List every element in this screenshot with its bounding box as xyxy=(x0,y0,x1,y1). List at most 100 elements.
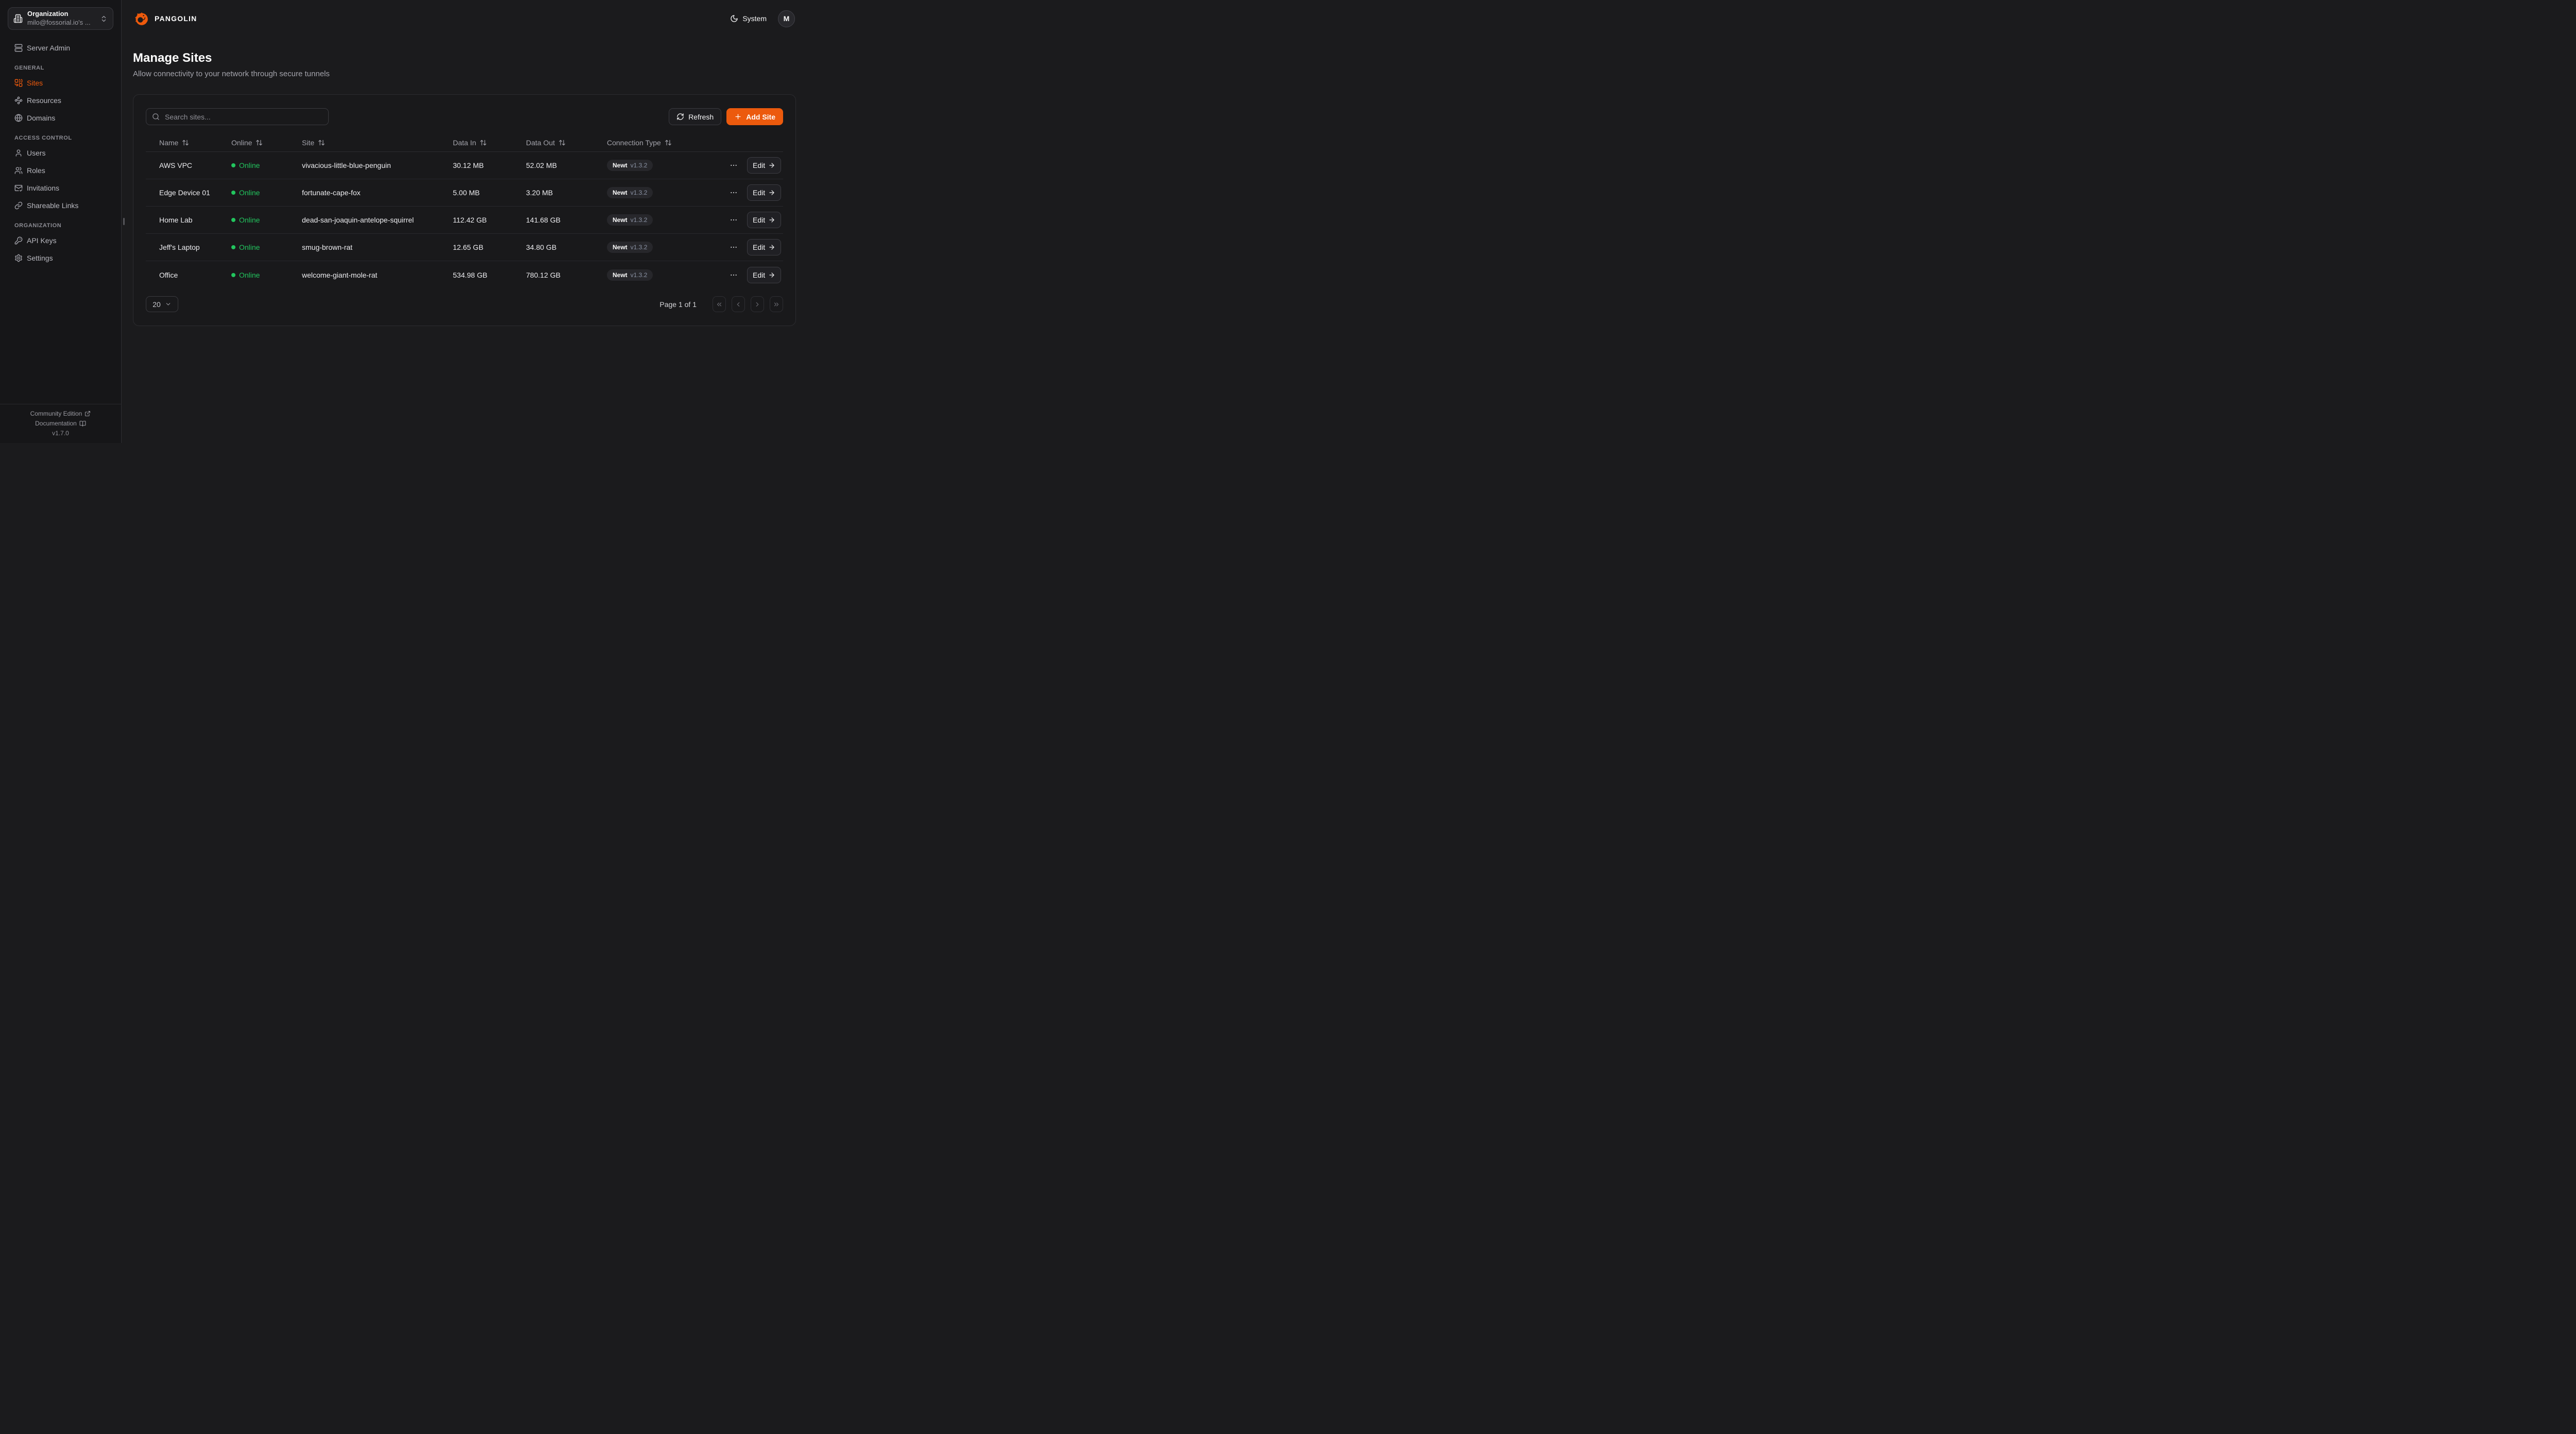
sidebar-item-label: Shareable Links xyxy=(27,201,79,210)
add-site-button[interactable]: Add Site xyxy=(726,108,783,125)
sites-card: Refresh Add Site Name Online Site Data I… xyxy=(133,94,796,326)
brand-name: PANGOLIN xyxy=(155,14,197,23)
sidebar: Organization milo@fossorial.io's ... Ser… xyxy=(0,0,122,443)
org-switcher[interactable]: Organization milo@fossorial.io's ... xyxy=(8,7,113,30)
data-out-cell: 34.80 GB xyxy=(526,243,557,251)
sidebar-item-users[interactable]: Users xyxy=(8,144,113,162)
sidebar-item-invitations[interactable]: Invitations xyxy=(8,179,113,197)
table-row: Jeff's Laptop Online smug-brown-rat 12.6… xyxy=(146,234,783,261)
data-out-cell: 3.20 MB xyxy=(526,189,553,197)
refresh-icon xyxy=(676,113,684,121)
sidebar-item-roles[interactable]: Roles xyxy=(8,162,113,179)
connection-type-badge: Newt v1.3.2 xyxy=(607,242,653,253)
community-edition-link[interactable]: Community Edition xyxy=(30,410,91,417)
sort-icon xyxy=(480,139,487,146)
theme-toggle[interactable]: System xyxy=(730,14,767,23)
sidebar-item-resources[interactable]: Resources xyxy=(8,92,113,109)
table-row: Edge Device 01 Online fortunate-cape-fox… xyxy=(146,179,783,207)
next-page-button[interactable] xyxy=(751,296,764,312)
building-icon xyxy=(13,14,23,23)
search-box xyxy=(146,108,329,125)
site-id-cell: dead-san-joaquin-antelope-squirrel xyxy=(302,216,414,224)
key-icon xyxy=(14,236,23,245)
sites-icon xyxy=(14,79,23,87)
data-in-cell: 12.65 GB xyxy=(453,243,484,251)
globe-icon xyxy=(14,114,23,122)
chevrons-right-icon xyxy=(773,301,780,308)
search-input[interactable] xyxy=(164,112,323,122)
sidebar-scrollbar[interactable] xyxy=(123,218,125,225)
ellipsis-icon xyxy=(730,271,738,279)
org-switcher-title: Organization xyxy=(27,10,69,18)
chevrons-left-icon xyxy=(716,301,723,308)
column-header-connection-type[interactable]: Connection Type xyxy=(607,139,728,147)
site-name-cell: Jeff's Laptop xyxy=(159,243,200,251)
site-id-cell: fortunate-cape-fox xyxy=(302,189,361,197)
last-page-button[interactable] xyxy=(770,296,783,312)
column-header-data-out[interactable]: Data Out xyxy=(526,139,607,147)
sidebar-item-label: Resources xyxy=(27,96,61,105)
sort-icon xyxy=(558,139,566,146)
documentation-link[interactable]: Documentation xyxy=(35,420,86,427)
sidebar-item-sites[interactable]: Sites xyxy=(8,74,113,92)
data-in-cell: 534.98 GB xyxy=(453,270,487,279)
page-title: Manage Sites xyxy=(133,51,212,65)
edit-button[interactable]: Edit xyxy=(747,184,782,201)
resources-icon xyxy=(14,96,23,105)
column-header-online[interactable]: Online xyxy=(231,139,302,147)
refresh-button[interactable]: Refresh xyxy=(669,108,722,125)
row-menu-button[interactable] xyxy=(728,215,739,225)
table-row: Home Lab Online dead-san-joaquin-antelop… xyxy=(146,207,783,234)
data-out-cell: 141.68 GB xyxy=(526,216,561,224)
first-page-button[interactable] xyxy=(713,296,726,312)
sort-icon xyxy=(318,139,325,146)
data-out-cell: 780.12 GB xyxy=(526,270,561,279)
sidebar-item-settings[interactable]: Settings xyxy=(8,249,113,267)
sidebar-item-label: Sites xyxy=(27,79,43,87)
sort-icon xyxy=(256,139,263,146)
plus-icon xyxy=(734,113,742,121)
row-menu-button[interactable] xyxy=(728,187,739,198)
table-header: Name Online Site Data In Data Out Connec… xyxy=(146,133,783,152)
page-size-select[interactable]: 20 xyxy=(146,296,178,312)
sidebar-item-domains[interactable]: Domains xyxy=(8,109,113,127)
sidebar-item-shareable-links[interactable]: Shareable Links xyxy=(8,197,113,214)
online-status: Online xyxy=(231,161,302,169)
brand: PANGOLIN xyxy=(133,10,197,27)
row-menu-button[interactable] xyxy=(728,242,739,252)
avatar[interactable]: M xyxy=(778,10,795,27)
sidebar-item-api-keys[interactable]: API Keys xyxy=(8,232,113,249)
prev-page-button[interactable] xyxy=(732,296,745,312)
chevrons-up-down-icon xyxy=(100,15,108,23)
sidebar-item-label: Settings xyxy=(27,254,53,262)
users-icon xyxy=(14,166,23,175)
data-in-cell: 112.42 GB xyxy=(453,216,487,224)
online-status: Online xyxy=(231,216,302,224)
chevron-left-icon xyxy=(735,301,742,308)
row-menu-button[interactable] xyxy=(728,160,739,170)
table-row: AWS VPC Online vivacious-little-blue-pen… xyxy=(146,152,783,179)
org-switcher-value: milo@fossorial.io's ... xyxy=(27,19,91,26)
column-header-name[interactable]: Name xyxy=(159,139,231,147)
column-header-data-in[interactable]: Data In xyxy=(453,139,526,147)
edit-button[interactable]: Edit xyxy=(747,212,782,228)
user-icon xyxy=(14,149,23,157)
ellipsis-icon xyxy=(730,189,738,197)
sidebar-item-server-admin[interactable]: Server Admin xyxy=(8,39,113,57)
row-menu-button[interactable] xyxy=(728,270,739,280)
chevron-right-icon xyxy=(754,301,761,308)
column-header-site[interactable]: Site xyxy=(302,139,453,147)
online-status-dot xyxy=(231,272,235,277)
arrow-right-icon xyxy=(768,244,775,251)
online-status: Online xyxy=(231,271,302,279)
edit-button[interactable]: Edit xyxy=(747,157,782,174)
connection-type-badge: Newt v1.3.2 xyxy=(607,269,653,281)
data-out-cell: 52.02 MB xyxy=(526,161,557,169)
site-name-cell: Home Lab xyxy=(159,216,193,224)
link-icon xyxy=(14,201,23,210)
page-subtitle: Allow connectivity to your network throu… xyxy=(133,70,330,78)
edit-button[interactable]: Edit xyxy=(747,239,782,255)
sidebar-item-label: Users xyxy=(27,149,46,157)
chevron-down-icon xyxy=(165,301,172,308)
edit-button[interactable]: Edit xyxy=(747,266,782,283)
